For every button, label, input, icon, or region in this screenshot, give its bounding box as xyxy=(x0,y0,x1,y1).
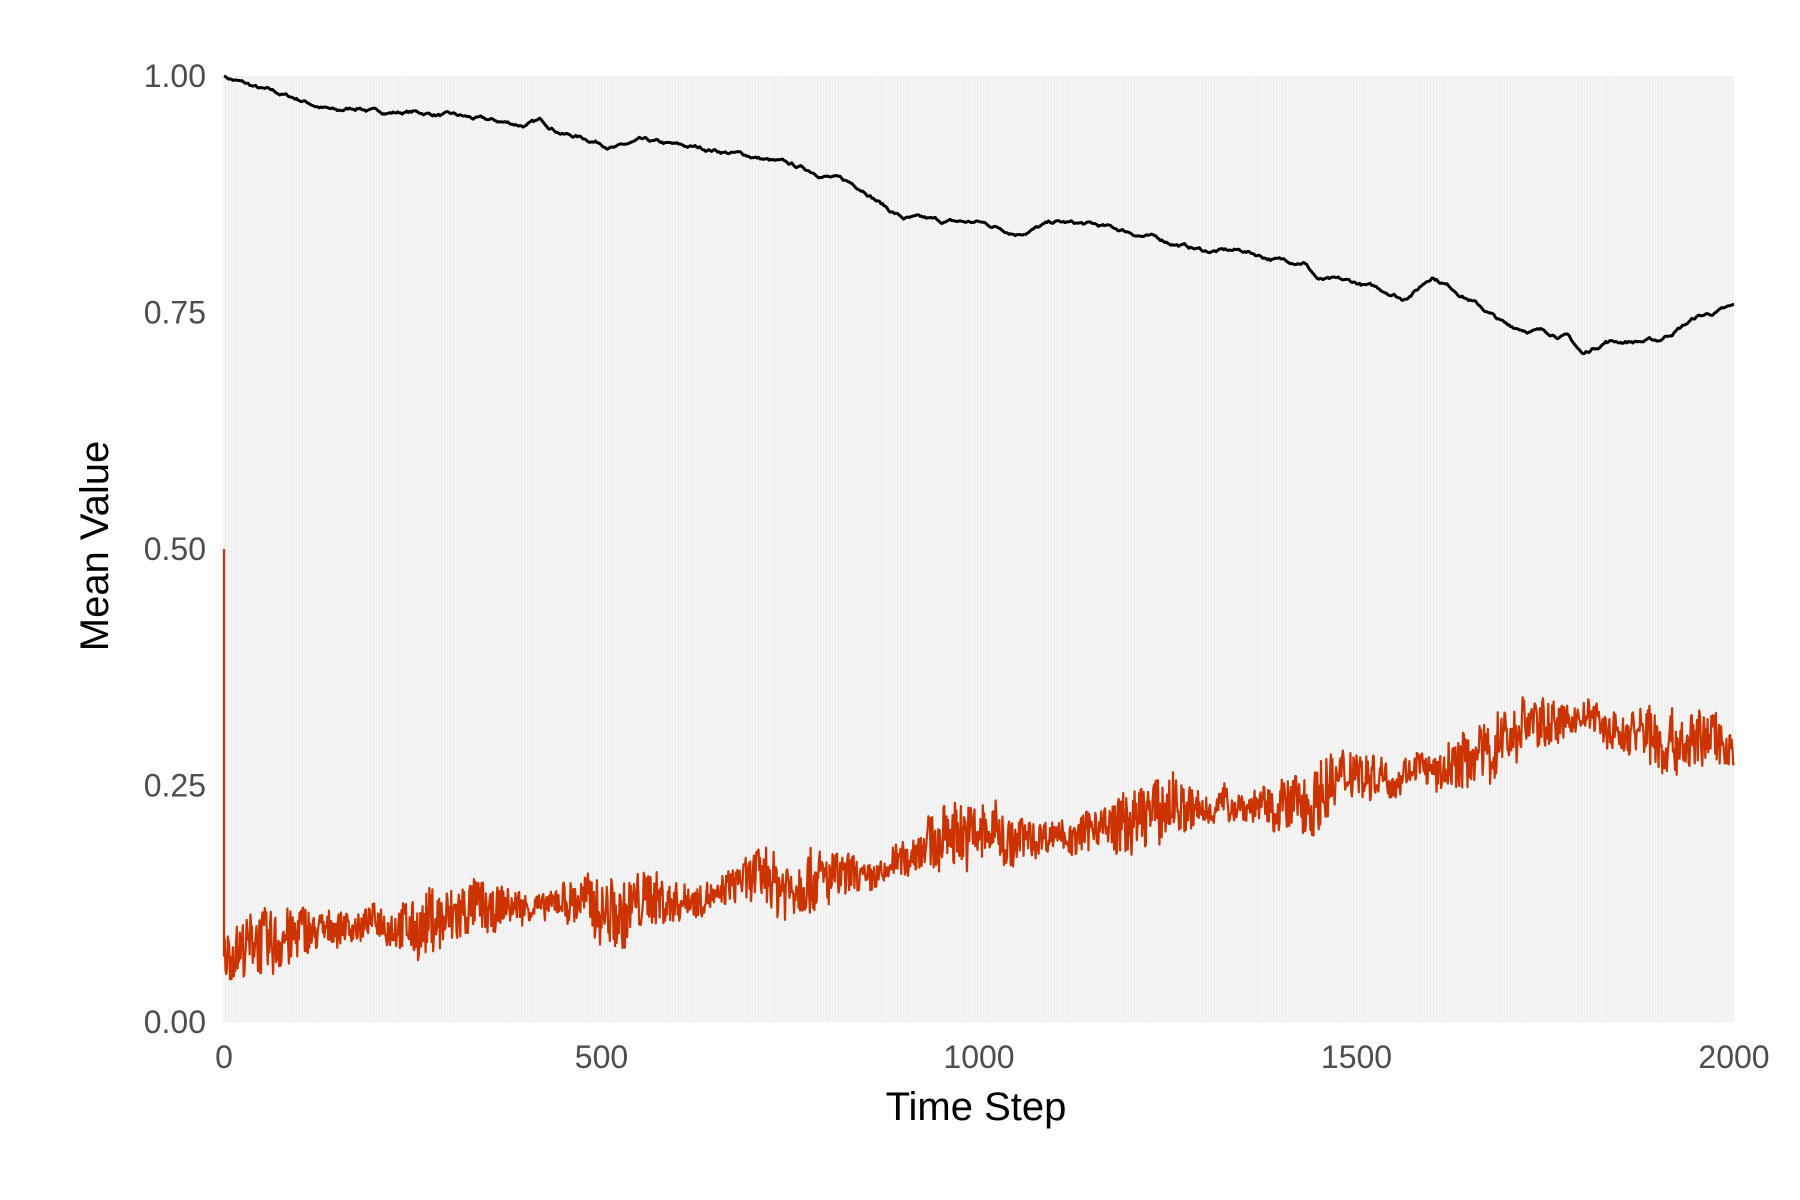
vertical-grid xyxy=(223,76,1735,1022)
x-axis-title: Time Step xyxy=(886,1085,1067,1129)
y-tick-label: 1.00 xyxy=(144,58,206,94)
y-axis-ticks: 0.00 0.25 0.50 0.75 1.00 xyxy=(144,58,206,1040)
x-tick-label: 1500 xyxy=(1321,1039,1392,1075)
x-tick-label: 2000 xyxy=(1698,1039,1769,1075)
series-lines xyxy=(222,74,1736,981)
x-tick-label: 0 xyxy=(215,1039,233,1075)
grid-lines xyxy=(223,76,1735,1022)
y-axis-title: Mean Value xyxy=(73,441,117,652)
x-tick-label: 500 xyxy=(575,1039,628,1075)
series-line-0 xyxy=(223,74,1735,356)
x-axis-ticks: 0 500 1000 1500 2000 xyxy=(215,1039,1769,1075)
y-tick-label: 0.00 xyxy=(144,1004,206,1040)
y-tick-label: 0.75 xyxy=(144,295,206,331)
series-line-1 xyxy=(222,549,1736,981)
y-tick-label: 0.25 xyxy=(144,768,206,804)
y-tick-label: 0.50 xyxy=(144,531,206,567)
x-tick-label: 1000 xyxy=(943,1039,1014,1075)
